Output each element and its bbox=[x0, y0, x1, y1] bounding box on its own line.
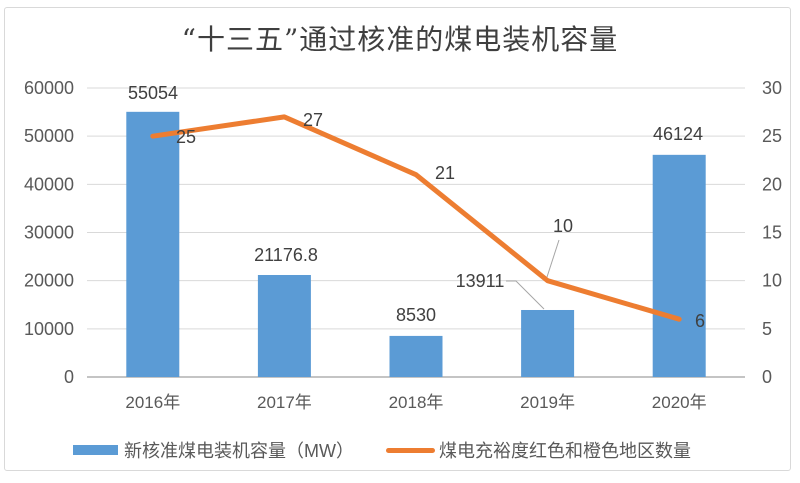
bar-data-label: 8530 bbox=[396, 305, 436, 325]
legend-item-bar-series: 新核准煤电装机容量（MW） bbox=[73, 437, 354, 463]
y-axis-left-tick-label: 10000 bbox=[24, 319, 74, 339]
x-axis-label: 2017年 bbox=[257, 393, 312, 412]
line-data-label: 27 bbox=[303, 110, 323, 130]
y-axis-left-tick-label: 50000 bbox=[24, 126, 74, 146]
data-label-leader-line bbox=[506, 280, 545, 310]
x-axis-label: 2019年 bbox=[520, 393, 575, 412]
legend-label-bar-series: 新核准煤电装机容量（MW） bbox=[124, 441, 354, 461]
bar-2020年 bbox=[652, 154, 706, 377]
chart-legend: 新核准煤电装机容量（MW） 煤电充裕度红色和橙色地区数量 bbox=[73, 437, 691, 463]
bar-series-swatch-icon bbox=[73, 445, 118, 455]
line-data-label: 6 bbox=[695, 311, 705, 331]
x-axis-label: 2020年 bbox=[652, 393, 707, 412]
y-axis-right-tick-label: 25 bbox=[762, 126, 782, 146]
bar-data-label: 46124 bbox=[653, 124, 703, 144]
x-axis-label: 2018年 bbox=[389, 393, 444, 412]
bar-data-label: 55054 bbox=[128, 83, 178, 103]
line-data-label: 10 bbox=[553, 216, 573, 236]
y-axis-right-tick-label: 0 bbox=[762, 367, 772, 387]
bar-2017年 bbox=[257, 274, 311, 377]
y-axis-right-tick-label: 30 bbox=[762, 78, 782, 98]
y-axis-right-tick-label: 10 bbox=[762, 271, 782, 291]
data-label-leader-line bbox=[546, 239, 560, 278]
y-axis-left-tick-label: 40000 bbox=[24, 174, 74, 194]
y-axis-left-tick-label: 60000 bbox=[24, 78, 74, 98]
x-axis-label: 2016年 bbox=[125, 393, 180, 412]
y-axis-right-tick-label: 20 bbox=[762, 174, 782, 194]
y-axis-right-tick-label: 5 bbox=[762, 319, 772, 339]
y-axis-left-tick-label: 20000 bbox=[24, 271, 74, 291]
chart-title: “十三五”通过核准的煤电装机容量 bbox=[181, 23, 619, 56]
y-axis-right-tick-label: 15 bbox=[762, 223, 782, 243]
bar-2016年 bbox=[126, 111, 180, 377]
bar-2019年 bbox=[521, 309, 575, 377]
line-series-swatch-icon bbox=[385, 447, 435, 453]
line-data-label: 25 bbox=[176, 127, 196, 147]
legend-label-line-series: 煤电充裕度红色和橙色地区数量 bbox=[438, 441, 691, 461]
y-axis-left-tick-label: 0 bbox=[64, 367, 74, 387]
legend-item-line-series: 煤电充裕度红色和橙色地区数量 bbox=[385, 437, 691, 463]
bar-2018年 bbox=[389, 335, 443, 377]
bar-data-label: 13911 bbox=[456, 271, 505, 291]
line-data-label: 21 bbox=[435, 163, 455, 183]
y-axis-left-tick-label: 30000 bbox=[24, 223, 74, 243]
line-series bbox=[150, 114, 682, 322]
bar-data-label: 21176.8 bbox=[254, 245, 318, 265]
